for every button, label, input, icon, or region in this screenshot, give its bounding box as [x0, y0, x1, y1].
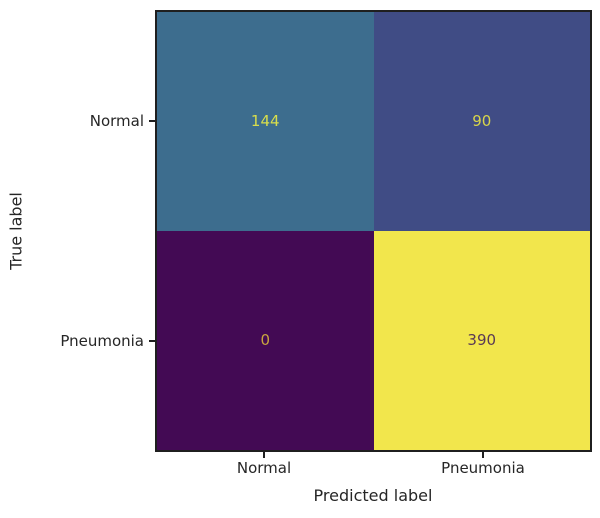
x-tick-label-normal: Normal	[236, 459, 292, 477]
matrix-cell-pneumonia-pneumonia: 390	[373, 231, 590, 450]
x-axis-title: Predicted label	[313, 486, 433, 505]
y-tick-label-normal: Normal	[89, 112, 144, 130]
confusion-matrix-plot: 144 90 0 390	[155, 10, 592, 452]
cell-value: 0	[260, 331, 271, 349]
matrix-cell-pneumonia-normal: 0	[157, 231, 374, 450]
y-axis-title: True label	[6, 192, 26, 270]
cell-value: 390	[467, 331, 497, 349]
matrix-cell-normal-normal: 144	[157, 12, 374, 231]
x-tick-label-pneumonia: Pneumonia	[441, 459, 525, 477]
y-tick-mark-pneumonia	[149, 340, 155, 342]
cell-value: 144	[250, 112, 280, 130]
cell-value: 90	[472, 112, 492, 130]
matrix-cell-normal-pneumonia: 90	[373, 12, 590, 231]
x-tick-mark-normal	[263, 452, 265, 458]
y-tick-mark-normal	[149, 120, 155, 122]
y-tick-label-pneumonia: Pneumonia	[60, 332, 144, 350]
x-tick-mark-pneumonia	[482, 452, 484, 458]
